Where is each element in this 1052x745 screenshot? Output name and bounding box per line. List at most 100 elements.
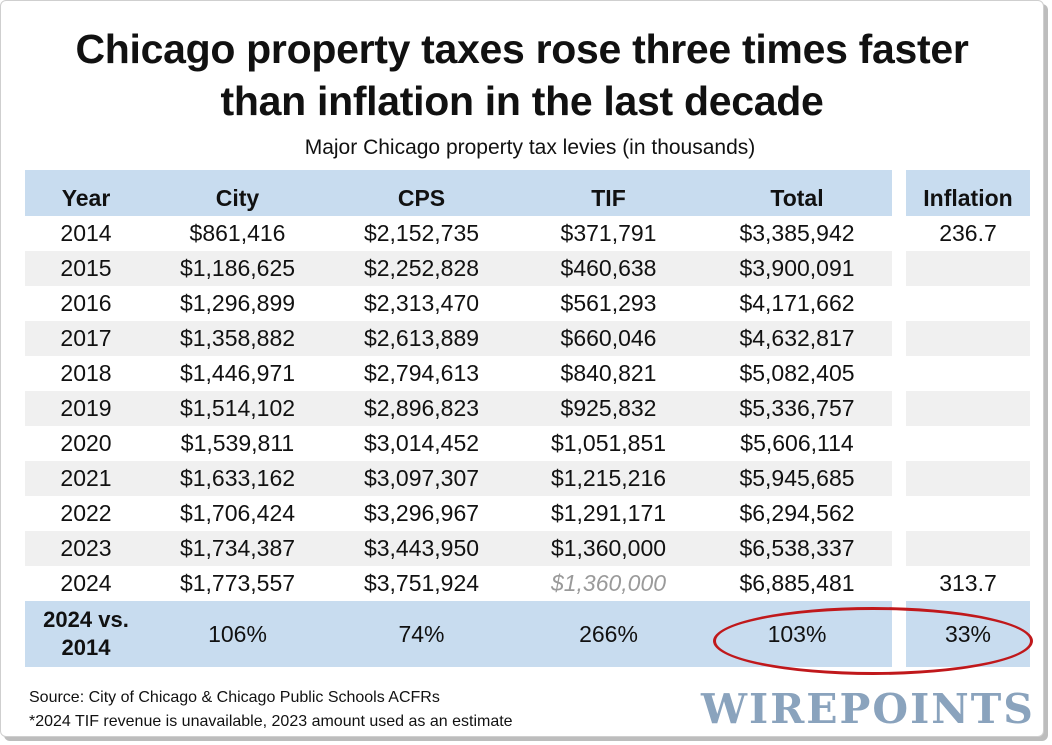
column-gap bbox=[892, 321, 906, 356]
cell-cps: $3,014,452 bbox=[363, 430, 480, 456]
cell-cps: $3,443,950 bbox=[328, 531, 515, 566]
cell-inflation bbox=[906, 531, 1030, 566]
cell-year: 2017 bbox=[25, 321, 147, 356]
table-row: 2020 $1,539,811 $3,014,452 $1,051,851 $5,606… bbox=[25, 426, 1030, 461]
cell-inflation: 313.7 bbox=[939, 570, 997, 596]
footer: Source: City of Chicago & Chicago Public… bbox=[29, 686, 513, 734]
cell-year: 2016 bbox=[60, 290, 112, 316]
cell-tif: $371,791 bbox=[560, 220, 657, 246]
cell-year: 2024 bbox=[60, 570, 112, 596]
column-gap bbox=[892, 531, 906, 566]
header-total: Total bbox=[702, 170, 892, 216]
wirepoints-logo: WIREPOINTS bbox=[701, 685, 1035, 733]
cell-cps: $2,252,828 bbox=[328, 251, 515, 286]
cell-inflation bbox=[906, 321, 1030, 356]
table-row: 2014 $861,416 $2,152,735 $371,791 $3,385,942… bbox=[25, 216, 1030, 251]
table-row: 2024 $1,773,557 $3,751,924 $1,360,000 $6,885… bbox=[25, 566, 1030, 601]
cell-city: $861,416 bbox=[189, 220, 286, 246]
cell-year: 2019 bbox=[25, 391, 147, 426]
table-row: 2021 $1,633,162 $3,097,307 $1,215,216 $5,945… bbox=[25, 461, 1030, 496]
summary-tif: 266% bbox=[515, 601, 702, 667]
cell-inflation: 236.7 bbox=[939, 220, 997, 246]
summary-cps: 74% bbox=[328, 601, 515, 667]
cell-total: $6,294,562 bbox=[739, 500, 855, 526]
cell-total: $5,082,405 bbox=[739, 360, 855, 386]
levy-table: Year City CPS TIF Total Inflation 2014 $8… bbox=[25, 170, 1030, 667]
cell-tif: $1,360,000 bbox=[515, 531, 702, 566]
cell-tif: $1,215,216 bbox=[515, 461, 702, 496]
cell-inflation bbox=[906, 356, 1030, 391]
cell-tif: $561,293 bbox=[560, 290, 657, 316]
source-note: Source: City of Chicago & Chicago Public… bbox=[29, 689, 440, 706]
column-gap bbox=[892, 356, 906, 391]
cell-city: $1,296,899 bbox=[179, 290, 296, 316]
summary-label-line-2: 2014 bbox=[61, 635, 111, 660]
column-gap bbox=[892, 566, 906, 601]
cell-inflation bbox=[906, 496, 1030, 531]
cell-total: $6,538,337 bbox=[702, 531, 892, 566]
summary-city: 106% bbox=[147, 601, 328, 667]
cell-total: $3,900,091 bbox=[702, 251, 892, 286]
cell-tif: $1,291,171 bbox=[550, 500, 667, 526]
cell-tif: $1,051,851 bbox=[550, 430, 667, 456]
summary-row: 2024 vs. 2014 106% 74% 266% 103% 33% bbox=[25, 601, 1030, 667]
estimate-note: *2024 TIF revenue is unavailable, 2023 a… bbox=[29, 713, 513, 730]
table-row: 2016 $1,296,899 $2,313,470 $561,293 $4,171,6… bbox=[25, 286, 1030, 321]
cell-city: $1,446,971 bbox=[179, 360, 296, 386]
column-gap bbox=[892, 251, 906, 286]
summary-inflation: 33% bbox=[906, 601, 1030, 667]
cell-total: $5,945,685 bbox=[702, 461, 892, 496]
summary-label: 2024 vs. 2014 bbox=[25, 601, 147, 667]
column-gap bbox=[892, 461, 906, 496]
cell-cps: $2,896,823 bbox=[328, 391, 515, 426]
cell-cps: $2,613,889 bbox=[328, 321, 515, 356]
chart-subtitle: Major Chicago property tax levies (in th… bbox=[304, 136, 756, 159]
cell-tif: $660,046 bbox=[515, 321, 702, 356]
column-gap bbox=[892, 496, 906, 531]
table-row: 2018 $1,446,971 $2,794,613 $840,821 $5,082,4… bbox=[25, 356, 1030, 391]
column-gap bbox=[892, 216, 906, 251]
header-city: City bbox=[147, 170, 328, 216]
cell-year: 2023 bbox=[25, 531, 147, 566]
table-row: 2017 $1,358,882 $2,613,889 $660,046 $4,632,8… bbox=[25, 321, 1030, 356]
cell-inflation bbox=[906, 391, 1030, 426]
cell-total: $5,606,114 bbox=[740, 430, 854, 456]
table-body: 2014 $861,416 $2,152,735 $371,791 $3,385,942… bbox=[25, 216, 1030, 601]
cell-inflation bbox=[906, 251, 1030, 286]
cell-inflation bbox=[906, 286, 1030, 321]
title-line-2: than inflation in the last decade bbox=[220, 78, 824, 124]
cell-city: $1,358,882 bbox=[147, 321, 328, 356]
table-row: 2019 $1,514,102 $2,896,823 $925,832 $5,336,7… bbox=[25, 391, 1030, 426]
cell-year: 2021 bbox=[25, 461, 147, 496]
header-year: Year bbox=[25, 170, 147, 216]
cell-cps: $3,097,307 bbox=[328, 461, 515, 496]
cell-city: $1,734,387 bbox=[147, 531, 328, 566]
cell-year: 2020 bbox=[60, 430, 112, 456]
cell-total: $3,385,942 bbox=[739, 220, 855, 246]
table-row: 2015 $1,186,625 $2,252,828 $460,638 $3,900,0… bbox=[25, 251, 1030, 286]
summary-total: 103% bbox=[702, 601, 892, 667]
column-gap bbox=[892, 391, 906, 426]
column-gap bbox=[892, 170, 906, 216]
cell-year: 2014 bbox=[60, 220, 112, 246]
cell-city: $1,514,102 bbox=[147, 391, 328, 426]
cell-tif: $1,360,000 bbox=[550, 570, 667, 596]
header-tif: TIF bbox=[515, 170, 702, 216]
cell-city: $1,633,162 bbox=[147, 461, 328, 496]
cell-city: $1,706,424 bbox=[179, 500, 296, 526]
cell-cps: $2,794,613 bbox=[363, 360, 480, 386]
cell-city: $1,186,625 bbox=[147, 251, 328, 286]
cell-year: 2015 bbox=[25, 251, 147, 286]
cell-inflation bbox=[906, 461, 1030, 496]
table-row: 2023 $1,734,387 $3,443,950 $1,360,000 $6,538… bbox=[25, 531, 1030, 566]
cell-cps: $3,751,924 bbox=[363, 570, 480, 596]
chart-title: Chicago property taxes rose three times … bbox=[1, 23, 1043, 127]
cell-total: $4,632,817 bbox=[702, 321, 892, 356]
title-line-1: Chicago property taxes rose three times … bbox=[75, 26, 969, 72]
cell-inflation bbox=[906, 426, 1030, 461]
header-cps: CPS bbox=[328, 170, 515, 216]
cell-cps: $2,313,470 bbox=[363, 290, 480, 316]
cell-tif: $840,821 bbox=[560, 360, 657, 386]
cell-total: $5,336,757 bbox=[702, 391, 892, 426]
